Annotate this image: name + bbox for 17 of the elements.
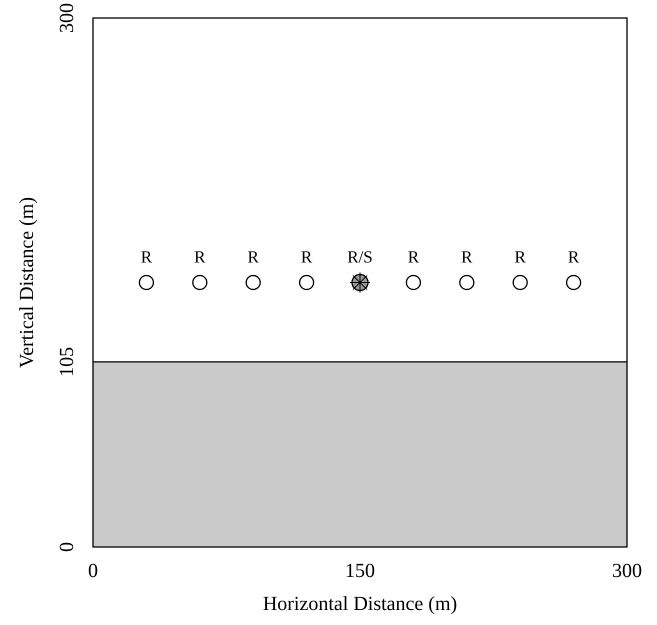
annotation: R bbox=[248, 248, 260, 266]
annotation: R bbox=[514, 248, 527, 266]
annotation: R bbox=[408, 248, 420, 266]
annotation: R bbox=[194, 248, 206, 266]
x-tick-label: 300 bbox=[612, 560, 642, 582]
y-tick-label: 0 bbox=[56, 542, 78, 552]
y-tick-label: 300 bbox=[56, 3, 78, 33]
x-axis-title: Horizontal Distance (m) bbox=[262, 593, 458, 615]
annotation: R/S bbox=[347, 248, 373, 266]
x-tick-label: 150 bbox=[345, 560, 375, 582]
y-tick-label: 105 bbox=[56, 346, 78, 377]
annotation: R bbox=[140, 248, 153, 266]
x-tick-label: 0 bbox=[88, 560, 98, 582]
annotation: R bbox=[461, 248, 474, 266]
annotation: R bbox=[300, 248, 313, 266]
annotation: R bbox=[568, 248, 580, 266]
y-axis-title: Vertical Distance (m) bbox=[16, 196, 38, 368]
